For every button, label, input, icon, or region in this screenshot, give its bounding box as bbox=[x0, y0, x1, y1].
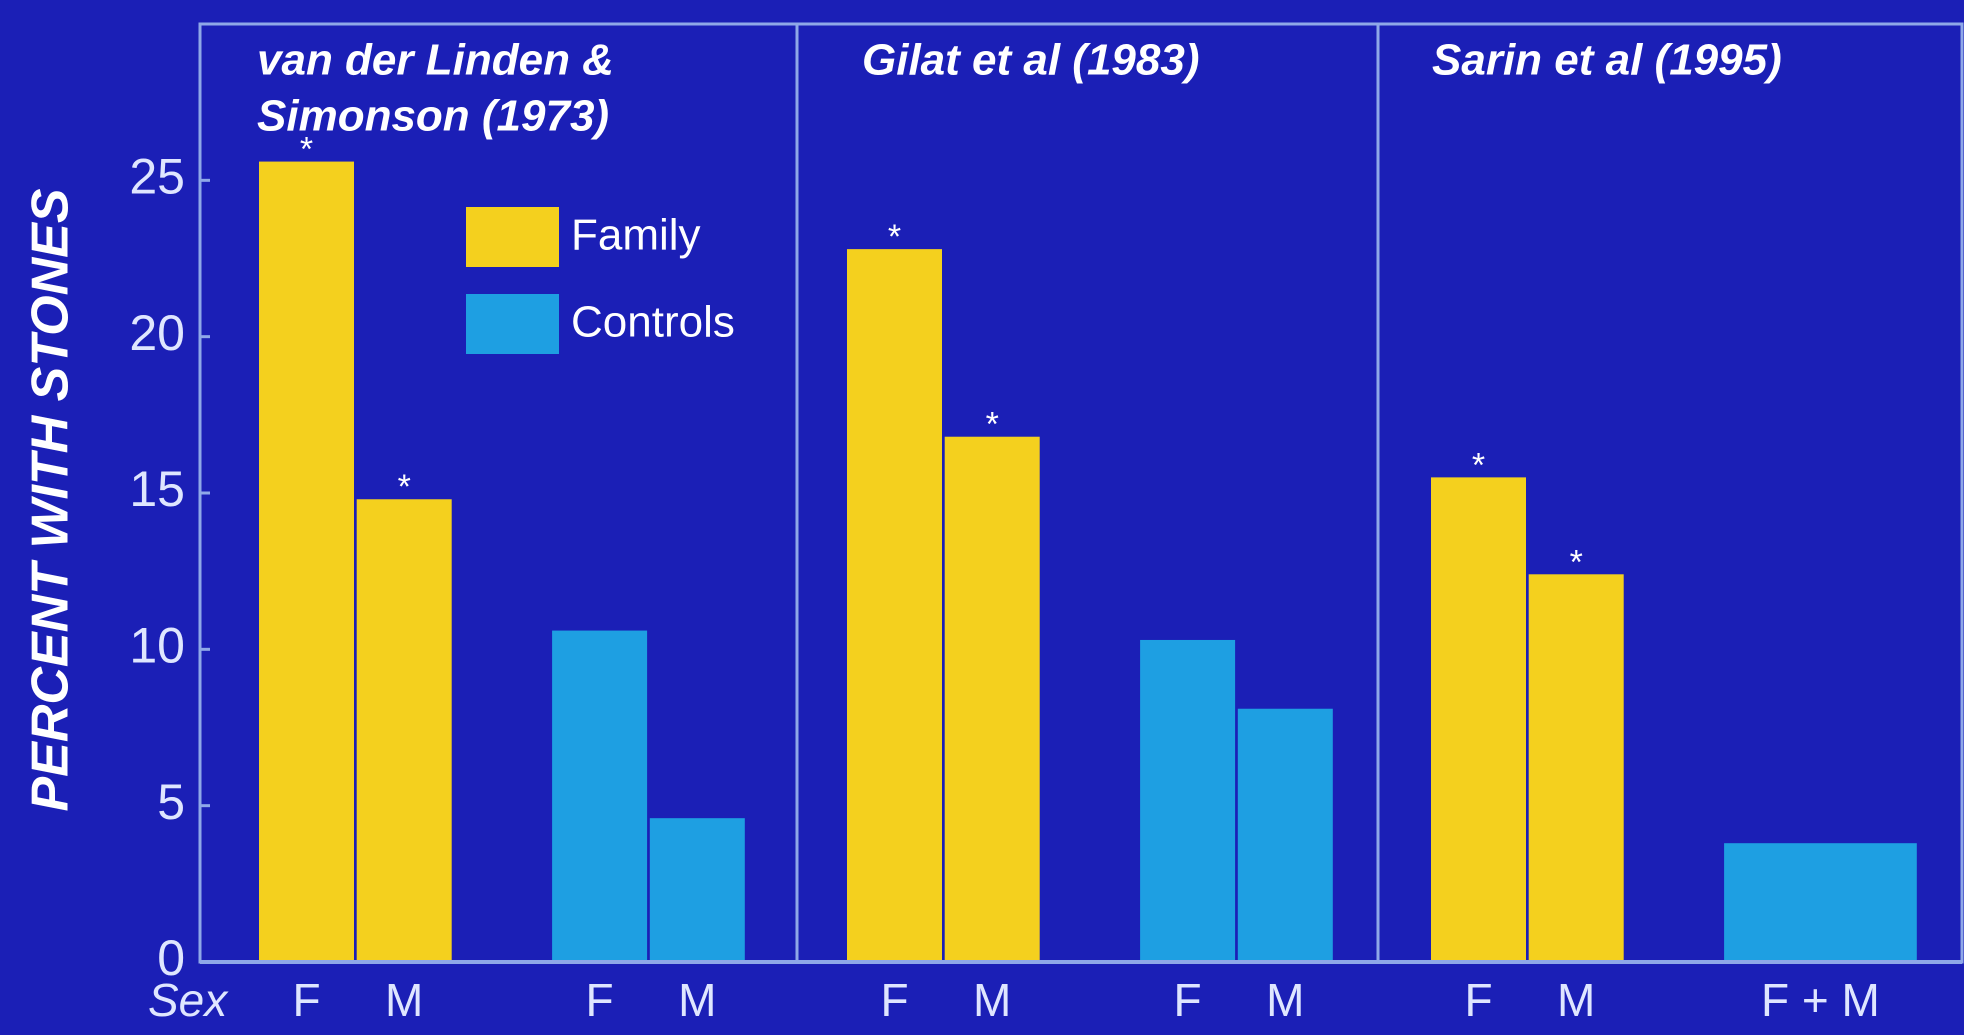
x-tick-label: F bbox=[880, 974, 908, 1026]
legend-swatch bbox=[466, 294, 559, 354]
x-axis-label: Sex bbox=[148, 974, 229, 1026]
x-tick-label: M bbox=[1266, 974, 1304, 1026]
panel-title: van der Linden & bbox=[257, 36, 614, 85]
bar bbox=[552, 630, 648, 962]
y-tick-label: 0 bbox=[157, 930, 185, 986]
bar bbox=[1140, 639, 1236, 962]
y-tick-label: 10 bbox=[129, 618, 185, 674]
y-tick-label: 25 bbox=[129, 149, 185, 205]
significance-marker: * bbox=[888, 218, 901, 256]
y-tick-label: 15 bbox=[129, 461, 185, 517]
bar bbox=[259, 161, 354, 962]
bar bbox=[649, 818, 745, 962]
x-tick-label: F bbox=[1464, 974, 1492, 1026]
significance-marker: * bbox=[986, 406, 999, 444]
panel-title: Gilat et al (1983) bbox=[862, 36, 1199, 85]
legend-label: Family bbox=[571, 211, 701, 260]
y-axis-label: PERCENT WITH STONES bbox=[22, 188, 80, 811]
panel-title: Sarin et al (1995) bbox=[1432, 36, 1782, 85]
x-tick-label: M bbox=[385, 974, 423, 1026]
bar bbox=[1724, 843, 1917, 962]
x-tick-label: F + M bbox=[1761, 974, 1880, 1026]
bar bbox=[847, 249, 942, 962]
legend-swatch bbox=[466, 207, 559, 267]
legend-label: Controls bbox=[571, 298, 735, 347]
x-tick-label: F bbox=[292, 974, 320, 1026]
bar bbox=[356, 499, 452, 962]
significance-marker: * bbox=[398, 468, 411, 506]
x-tick-label: M bbox=[1557, 974, 1595, 1026]
panel-title: Simonson (1973) bbox=[257, 92, 609, 141]
bar bbox=[944, 436, 1040, 963]
bar bbox=[1431, 477, 1526, 962]
y-tick-label: 5 bbox=[157, 774, 185, 830]
x-tick-label: M bbox=[973, 974, 1011, 1026]
x-tick-label: F bbox=[1174, 974, 1202, 1026]
y-tick-label: 20 bbox=[129, 305, 185, 361]
bar bbox=[1237, 708, 1333, 962]
significance-marker: * bbox=[1570, 543, 1583, 581]
bar bbox=[1528, 574, 1624, 962]
x-tick-label: M bbox=[678, 974, 716, 1026]
x-tick-label: F bbox=[586, 974, 614, 1026]
significance-marker: * bbox=[1472, 446, 1485, 484]
significance-marker: * bbox=[300, 131, 313, 169]
